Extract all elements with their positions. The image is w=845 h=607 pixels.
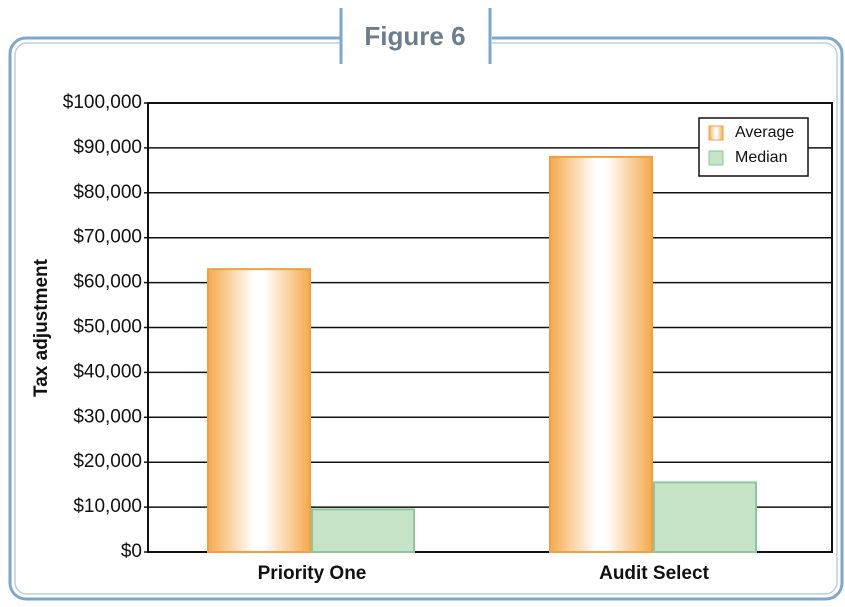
y-tick-label: $50,000 — [73, 317, 142, 338]
y-tick-label: $0 — [121, 541, 142, 562]
title-box — [340, 20, 492, 64]
legend-swatch — [708, 150, 724, 166]
bar — [207, 268, 311, 553]
y-tick-label: $10,000 — [73, 496, 142, 517]
bar — [311, 508, 415, 553]
legend-label: Median — [735, 149, 787, 166]
y-tick-label: $20,000 — [73, 451, 142, 472]
y-tick-label: $80,000 — [73, 182, 142, 203]
bar — [653, 481, 757, 553]
bar — [549, 155, 653, 553]
y-tick-label: $70,000 — [73, 227, 142, 248]
y-tick-label: $90,000 — [73, 137, 142, 158]
x-tick-label: Priority One — [258, 563, 367, 584]
y-tick-label: $30,000 — [73, 406, 142, 427]
legend-label: Average — [735, 124, 794, 141]
y-tick-label: $40,000 — [73, 361, 142, 382]
legend — [698, 117, 809, 177]
y-tick-label: $100,000 — [63, 92, 142, 113]
y-tick-label: $60,000 — [73, 272, 142, 293]
chart-title: Figure 6 — [364, 21, 465, 51]
y-axis-label: Tax adjustment — [31, 258, 52, 397]
legend-swatch — [708, 125, 724, 141]
x-tick-label: Audit Select — [599, 563, 709, 584]
